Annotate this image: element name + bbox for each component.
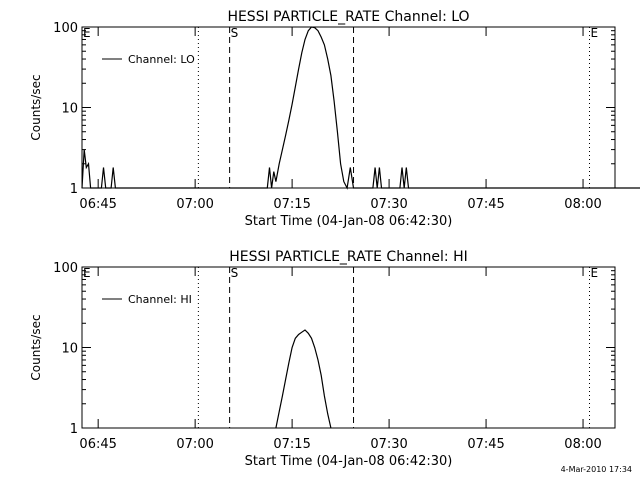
y-tick-label-1-1: 10 [61, 342, 78, 357]
y-tick-label-1-2: 100 [53, 261, 78, 276]
legend-label-1: Channel: HI [128, 293, 192, 306]
x-tick-label-0-5: 08:00 [564, 197, 601, 212]
x-tick-label-0-2: 07:15 [273, 197, 310, 212]
y-axis-label-1: Counts/sec [29, 314, 43, 380]
time-marker-label-0-4: E [591, 26, 599, 40]
x-tick-label-1-0: 06:45 [79, 437, 116, 452]
plot-frame-0 [81, 26, 616, 189]
x-tick-label-0-1: 07:00 [176, 197, 213, 212]
y-tick-label-1-0: 1 [70, 422, 78, 437]
y-axis-label-0: Counts/sec [29, 74, 43, 140]
series-line-0-0 [81, 26, 640, 190]
x-tick-label-0-0: 06:45 [79, 197, 116, 212]
x-tick-label-1-3: 07:30 [370, 437, 407, 452]
x-axis-label-0: Start Time (04-Jan-08 06:42:30) [245, 214, 453, 229]
x-tick-label-1-1: 07:00 [176, 437, 213, 452]
time-marker-label-1-4: E [591, 266, 599, 280]
plot-frame-1 [81, 266, 616, 429]
plot-timestamp: 4-Mar-2010 17:34 [560, 465, 632, 474]
x-tick-label-1-2: 07:15 [273, 437, 310, 452]
y-tick-label-0-1: 10 [61, 102, 78, 117]
time-marker-label-0-2: S [231, 26, 239, 40]
chart-title-1: HESSI PARTICLE_RATE Channel: HI [229, 249, 467, 265]
time-marker-label-1-0: E [83, 266, 91, 280]
time-marker-label-0-0: E [83, 26, 91, 40]
x-tick-label-1-4: 07:45 [467, 437, 504, 452]
legend-label-0: Channel: LO [128, 53, 195, 66]
x-tick-label-0-3: 07:30 [370, 197, 407, 212]
x-axis-label-1: Start Time (04-Jan-08 06:42:30) [245, 454, 453, 469]
y-tick-label-0-0: 1 [70, 182, 78, 197]
y-tick-label-0-2: 100 [53, 21, 78, 36]
x-tick-label-0-4: 07:45 [467, 197, 504, 212]
series-line-1-0 [275, 329, 332, 429]
chart-title-0: HESSI PARTICLE_RATE Channel: LO [227, 9, 469, 25]
x-tick-label-1-5: 08:00 [564, 437, 601, 452]
time-marker-label-1-2: S [231, 266, 239, 280]
